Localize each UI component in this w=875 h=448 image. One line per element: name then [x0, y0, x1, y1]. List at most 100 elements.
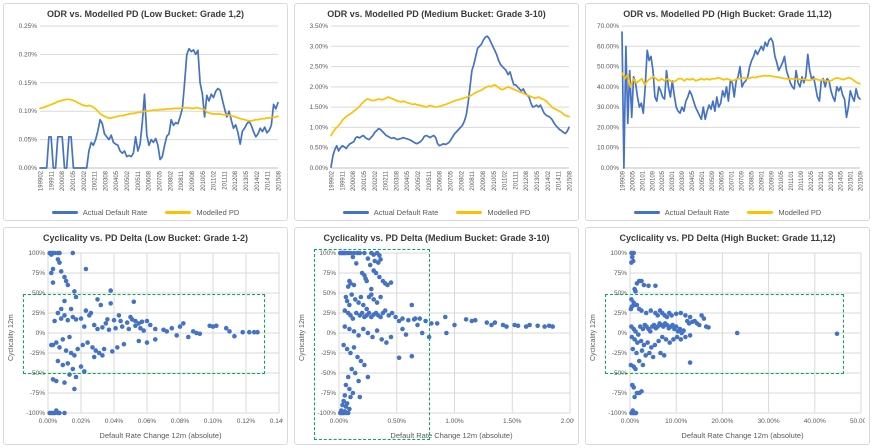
scatter-point: [342, 308, 348, 313]
scatter-point: [343, 294, 349, 300]
y-axis-title: Cyclicality 12m: [8, 314, 15, 362]
legend-label: Modelled PD: [196, 207, 240, 217]
scatter-point: [141, 328, 146, 333]
scatter-point: [734, 330, 740, 336]
svg-text:200901: 200901: [759, 170, 765, 191]
scatter-point: [373, 270, 379, 276]
scatter-point: [67, 334, 72, 340]
scatter-point: [57, 250, 62, 256]
scatter-point: [65, 317, 71, 323]
scatter-point: [57, 410, 62, 416]
scatter-point: [72, 386, 77, 392]
gridlines: [331, 25, 569, 169]
scatter-point: [369, 292, 374, 297]
scatter-point: [110, 349, 115, 354]
scatter-point: [636, 390, 642, 396]
svg-text:-100%: -100%: [26, 410, 45, 417]
scatter-point: [365, 374, 371, 380]
scatter-point: [366, 310, 372, 316]
svg-text:40.00%: 40.00%: [804, 418, 826, 425]
scatter-point: [100, 353, 105, 358]
scatter-point: [181, 321, 186, 326]
scatter-point: [82, 324, 87, 329]
scatter-point: [415, 322, 420, 328]
svg-text:200909: 200909: [769, 170, 775, 191]
scatter-point: [348, 313, 353, 318]
scatter-point: [361, 302, 366, 308]
legend-label: Modelled PD: [778, 207, 822, 217]
y-tick-labels: -100% -75% -50% -25% 0% 25% 50% 75% 100%: [608, 250, 627, 417]
y-tick-labels: 0.00% 0.05% 0.10% 0.15% 0.20% 0.25%: [19, 23, 38, 172]
scatter-point: [492, 320, 498, 325]
scatter-point: [355, 354, 360, 360]
scatter-point: [365, 330, 371, 336]
scatter-point: [374, 328, 380, 333]
scatter-point: [133, 318, 138, 324]
svg-text:-25%: -25%: [612, 350, 627, 357]
scatter-point: [345, 374, 351, 380]
svg-text:199902: 199902: [330, 170, 336, 191]
scatter-point: [357, 394, 363, 400]
svg-text:200008: 200008: [351, 170, 357, 191]
scatter-point: [660, 334, 665, 340]
scatter-point: [93, 348, 99, 353]
svg-text:201101: 201101: [789, 170, 795, 190]
scatter-point: [356, 378, 361, 384]
scatter-point: [664, 314, 670, 320]
scatter-point: [469, 318, 475, 324]
scatter-body: Cyclicality 12m -100% -75% -50% -25% 0% 25% 50…: [6, 246, 285, 430]
scatter-point: [164, 329, 170, 334]
scatter-point: [683, 313, 688, 318]
scatter-point: [673, 324, 679, 329]
scatter-point: [374, 300, 380, 305]
svg-text:200005: 200005: [630, 170, 636, 191]
scatter-point: [385, 282, 390, 288]
svg-text:60.00%: 60.00%: [597, 43, 619, 50]
x-axis-title: Default Rate Change 12m (absolute): [681, 431, 804, 440]
svg-text:25%: 25%: [614, 310, 627, 317]
scatter-point: [396, 318, 402, 324]
scatter-point: [108, 301, 113, 306]
svg-text:0.08%: 0.08%: [171, 418, 190, 425]
svg-text:200908: 200908: [481, 170, 487, 191]
legend: Actual Default Rate Modelled PD: [297, 206, 576, 218]
x-axis-title: Default Rate Change 12m (absolute): [99, 431, 222, 440]
scatter-point: [412, 316, 418, 321]
scatter-point: [647, 350, 652, 356]
svg-text:201402: 201402: [546, 170, 552, 191]
scatter-point: [251, 329, 257, 335]
legend-label: Actual Default Rate: [373, 207, 439, 217]
chart-panel-odr-medium: ODR vs. Modelled PD (Medium Bucket: Grad…: [294, 3, 579, 221]
svg-text:50.00%: 50.00%: [850, 418, 865, 425]
scatter-points: [47, 250, 260, 416]
scatter-point: [630, 254, 635, 260]
scatter-point: [652, 342, 658, 348]
scatter-point: [426, 334, 432, 340]
scatter-point: [349, 366, 354, 372]
scatter-point: [118, 318, 123, 324]
scatter-point: [369, 286, 374, 292]
scatter-point: [106, 327, 112, 333]
svg-text:20.00%: 20.00%: [711, 418, 733, 425]
scatter-point: [669, 313, 674, 318]
scatter-point: [50, 377, 56, 382]
scatter-point: [83, 308, 89, 313]
svg-text:200608: 200608: [147, 170, 153, 191]
scatter-point: [344, 298, 350, 304]
legend-item-actual: Actual Default Rate: [633, 208, 729, 217]
scatter-point: [348, 394, 353, 400]
svg-text:200202: 200202: [373, 170, 379, 191]
scatter-point: [348, 350, 353, 356]
chart-panel-cyclicality-high: Cyclicality vs. PD Delta (High Bucket: G…: [585, 227, 870, 445]
svg-text:200405: 200405: [405, 170, 411, 191]
svg-text:0.00%: 0.00%: [19, 165, 38, 172]
line-chart-high-bucket: 0.00% 10.00% 20.00% 30.00% 40.00% 50.00% 60.00…: [597, 23, 865, 191]
svg-text:201405: 201405: [839, 170, 845, 191]
scatter-point: [378, 294, 383, 300]
chart-panel-odr-high: ODR vs. Modelled PD (High Bucket: Grade …: [585, 3, 870, 221]
scatter-point: [463, 317, 469, 322]
scatter-point: [400, 326, 405, 332]
scatter-point: [91, 354, 97, 360]
svg-text:201411: 201411: [266, 170, 272, 190]
svg-text:0.00%: 0.00%: [621, 418, 640, 425]
